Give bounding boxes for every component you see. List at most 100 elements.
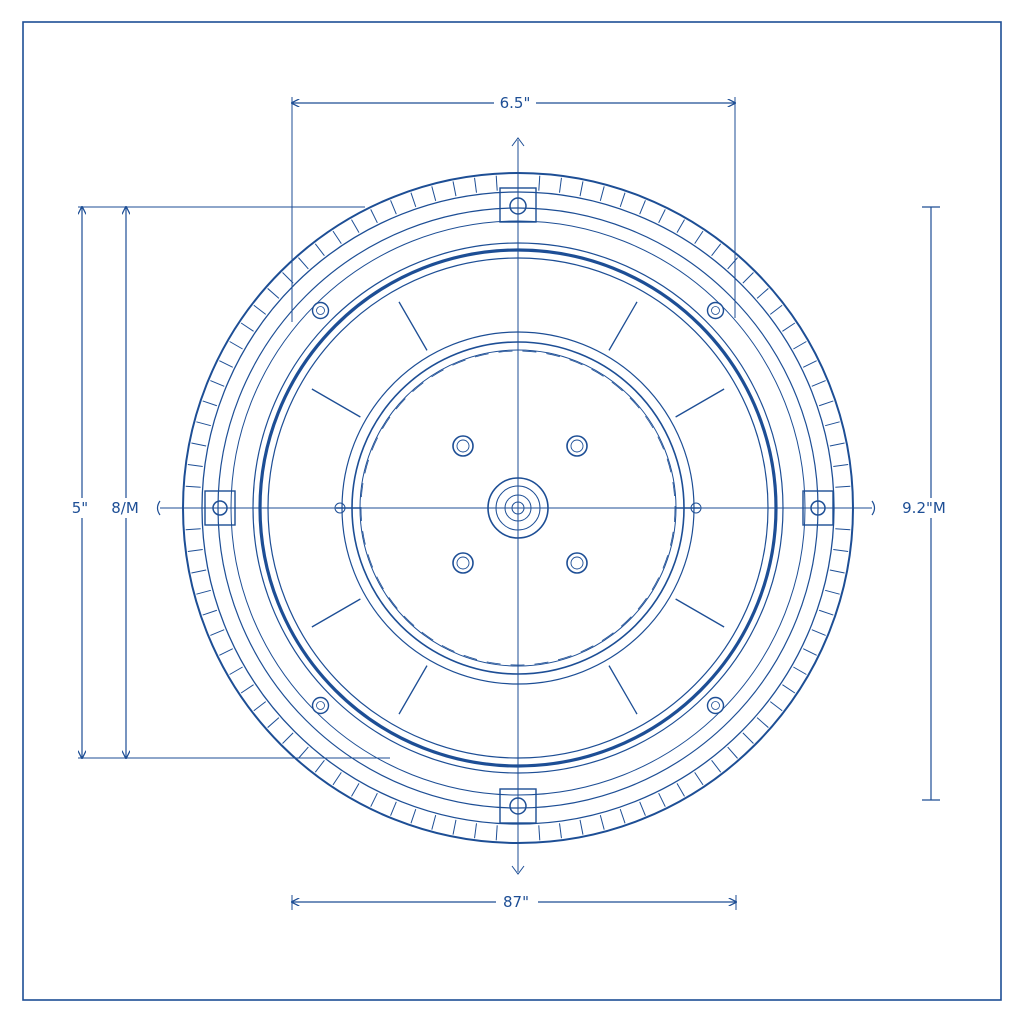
rim-segment-mark xyxy=(452,181,457,197)
rim-segment-mark xyxy=(833,549,849,552)
rim-segment-mark xyxy=(229,341,243,350)
rim-segment-mark xyxy=(495,825,498,841)
rim-segment-mark xyxy=(538,175,541,191)
rim-segment-mark xyxy=(210,380,225,387)
top-dimension-label: 6.5" xyxy=(500,94,531,112)
rim-segment-mark xyxy=(829,442,845,447)
rim-segment-mark xyxy=(676,219,685,233)
rim-segment-mark xyxy=(579,819,584,835)
flange-hole-inner xyxy=(316,306,325,315)
rim-segment-mark xyxy=(825,421,840,427)
radial-rib xyxy=(311,388,361,418)
rim-segment-mark xyxy=(219,648,234,656)
flange-hole-inner xyxy=(711,701,720,710)
rim-segment-mark xyxy=(694,230,704,244)
rim-segment-mark xyxy=(191,569,207,574)
rim-segment-mark xyxy=(196,589,211,595)
rim-segment-mark xyxy=(811,380,826,387)
rim-segment-mark xyxy=(742,272,754,284)
left-inner-dimension-label: 8/M xyxy=(111,499,139,517)
rim-segment-mark xyxy=(676,783,685,797)
rim-segment-mark xyxy=(431,815,437,830)
rim-segment-mark xyxy=(410,808,417,824)
rim-segment-mark xyxy=(282,272,294,284)
rim-segment-mark xyxy=(782,684,796,694)
radial-rib xyxy=(675,598,725,628)
rim-segment-mark xyxy=(390,801,397,816)
rim-segment-marks xyxy=(185,175,851,841)
rim-segment-mark xyxy=(711,243,722,257)
rim-segment-mark xyxy=(474,177,477,193)
flange-hole xyxy=(706,301,725,320)
flange-hole xyxy=(706,696,725,715)
radial-rib xyxy=(675,388,725,418)
rim-segment-mark xyxy=(711,759,722,773)
rim-segment-mark xyxy=(314,759,325,773)
flange-hole-inner xyxy=(711,306,720,315)
rim-segment-mark xyxy=(191,442,207,447)
rim-segment-mark xyxy=(639,801,646,816)
rim-segment-mark xyxy=(579,181,584,197)
rim-segment-mark xyxy=(756,717,769,728)
top-dimension: 6.5" xyxy=(292,94,735,322)
rim-segment-mark xyxy=(219,360,234,368)
sheet-border xyxy=(22,21,1002,1001)
rim-segment-mark xyxy=(196,421,211,427)
rim-segment-mark xyxy=(298,746,309,759)
rim-segment-mark xyxy=(727,257,738,270)
rim-segment-mark xyxy=(332,230,342,244)
rim-segment-mark xyxy=(240,322,254,332)
rim-segment-mark xyxy=(818,400,834,407)
rim-segment-mark xyxy=(818,609,834,616)
rim-segment-mark xyxy=(769,701,783,712)
flange-holes xyxy=(311,301,725,715)
rim-segment-mark xyxy=(727,746,738,759)
rim-segment-mark xyxy=(599,186,605,201)
rim-segment-mark xyxy=(742,732,754,744)
rim-segment-mark xyxy=(298,257,309,270)
rim-segment-mark xyxy=(282,732,294,744)
rim-segment-mark xyxy=(370,792,378,807)
rim-segment-mark xyxy=(314,243,325,257)
hub-bolt-holes xyxy=(452,435,588,574)
flange-hole xyxy=(311,696,330,715)
rim-segment-mark xyxy=(756,288,769,299)
rim-segment-mark xyxy=(253,304,267,315)
rim-segment-mark xyxy=(351,783,360,797)
rim-segment-mark xyxy=(835,528,851,531)
right-dimension: 9.2"M xyxy=(835,206,952,801)
rim-segment-mark xyxy=(474,823,477,839)
rim-segment-mark xyxy=(782,322,796,332)
left-dimensions: 5" 8/M xyxy=(66,207,390,758)
circular-part xyxy=(170,137,866,875)
rim-segment-mark xyxy=(599,815,605,830)
radial-rib xyxy=(311,598,361,628)
rim-segment-mark xyxy=(559,177,562,193)
rim-segment-mark xyxy=(253,701,267,712)
rim-segment-mark xyxy=(495,175,498,191)
rim-segment-mark xyxy=(202,609,218,616)
radial-rib xyxy=(608,301,638,351)
rim-segment-mark xyxy=(694,772,704,786)
rim-segment-mark xyxy=(559,823,562,839)
rim-segment-mark xyxy=(835,485,851,488)
rim-segment-mark xyxy=(390,200,397,215)
rim-segment-mark xyxy=(619,192,626,208)
rim-segment-mark xyxy=(185,485,201,488)
rim-segment-mark xyxy=(619,808,626,824)
rim-segment-mark xyxy=(351,219,360,233)
rim-segment-mark xyxy=(410,192,417,208)
rim-segment-mark xyxy=(769,304,783,315)
rim-segment-mark xyxy=(793,341,807,350)
rim-segment-mark xyxy=(538,825,541,841)
rim-segment-mark xyxy=(332,772,342,786)
rim-segment-mark xyxy=(658,209,666,224)
radial-rib xyxy=(398,665,428,715)
rim-segment-mark xyxy=(240,684,254,694)
rim-segment-mark xyxy=(202,400,218,407)
rim-segment-mark xyxy=(825,589,840,595)
rim-segment-mark xyxy=(187,549,203,552)
radial-ribs xyxy=(311,301,725,715)
right-dimension-label: 9.2"M xyxy=(902,499,946,517)
